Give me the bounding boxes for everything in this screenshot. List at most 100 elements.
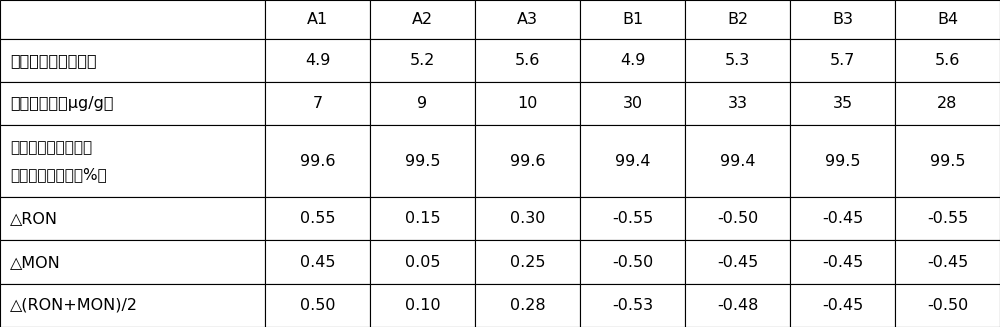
Bar [265, 125, 370, 197]
Text: 5.7: 5.7 [830, 53, 855, 68]
Bar [0, 125, 265, 197]
Bar [0, 0, 265, 39]
Text: 0.15: 0.15 [405, 211, 440, 226]
Bar [685, 82, 790, 125]
Bar [0, 197, 265, 240]
Text: B3: B3 [832, 12, 853, 27]
Text: 0.50: 0.50 [300, 298, 335, 313]
Bar [0, 82, 265, 125]
Text: -0.50: -0.50 [717, 211, 758, 226]
Text: 0.25: 0.25 [510, 255, 545, 270]
Bar [475, 125, 580, 197]
Bar [685, 284, 790, 327]
Bar [580, 284, 685, 327]
Bar [370, 197, 475, 240]
Bar [790, 284, 895, 327]
Text: 9: 9 [417, 96, 428, 111]
Text: 10: 10 [517, 96, 538, 111]
Text: -0.45: -0.45 [822, 255, 863, 270]
Text: 产品汽油的收率（%）: 产品汽油的收率（%） [10, 167, 107, 182]
Text: 30: 30 [622, 96, 643, 111]
Bar [580, 197, 685, 240]
Bar [475, 0, 580, 39]
Text: 35: 35 [832, 96, 853, 111]
Bar [370, 240, 475, 284]
Text: -0.45: -0.45 [717, 255, 758, 270]
Bar [580, 39, 685, 82]
Text: 99.5: 99.5 [930, 154, 965, 169]
Bar [685, 125, 790, 197]
Bar [790, 39, 895, 82]
Bar [265, 197, 370, 240]
Text: 4.9: 4.9 [305, 53, 330, 68]
Bar [895, 197, 1000, 240]
Bar [895, 82, 1000, 125]
Text: A3: A3 [517, 12, 538, 27]
Bar [580, 125, 685, 197]
Text: 99.5: 99.5 [825, 154, 860, 169]
Bar [685, 39, 790, 82]
Bar [0, 284, 265, 327]
Text: △MON: △MON [10, 255, 61, 270]
Bar [370, 284, 475, 327]
Text: 5.6: 5.6 [515, 53, 540, 68]
Bar [475, 197, 580, 240]
Bar [475, 39, 580, 82]
Bar [580, 240, 685, 284]
Text: B2: B2 [727, 12, 748, 27]
Text: 0.10: 0.10 [405, 298, 440, 313]
Text: △(RON+MON)/2: △(RON+MON)/2 [10, 298, 138, 313]
Text: 33: 33 [727, 96, 747, 111]
Bar [580, 0, 685, 39]
Text: 5.6: 5.6 [935, 53, 960, 68]
Bar [790, 240, 895, 284]
Text: -0.50: -0.50 [927, 298, 968, 313]
Bar [265, 240, 370, 284]
Text: B4: B4 [937, 12, 958, 27]
Bar [790, 0, 895, 39]
Text: 99.4: 99.4 [720, 154, 755, 169]
Text: 5.2: 5.2 [410, 53, 435, 68]
Text: -0.45: -0.45 [822, 298, 863, 313]
Bar [475, 82, 580, 125]
Text: A1: A1 [307, 12, 328, 27]
Bar [475, 240, 580, 284]
Bar [265, 0, 370, 39]
Bar [0, 240, 265, 284]
Text: -0.53: -0.53 [612, 298, 653, 313]
Bar [265, 284, 370, 327]
Text: 5.3: 5.3 [725, 53, 750, 68]
Bar [0, 39, 265, 82]
Bar [685, 240, 790, 284]
Bar [370, 82, 475, 125]
Text: -0.55: -0.55 [927, 211, 968, 226]
Bar [370, 0, 475, 39]
Text: 0.30: 0.30 [510, 211, 545, 226]
Text: 7: 7 [312, 96, 323, 111]
Text: -0.50: -0.50 [612, 255, 653, 270]
Bar [265, 82, 370, 125]
Bar [370, 125, 475, 197]
Bar [895, 39, 1000, 82]
Text: 0.45: 0.45 [300, 255, 335, 270]
Text: A2: A2 [412, 12, 433, 27]
Text: 99.5: 99.5 [405, 154, 440, 169]
Text: 99.6: 99.6 [510, 154, 545, 169]
Text: 0.55: 0.55 [300, 211, 335, 226]
Bar [370, 39, 475, 82]
Bar [895, 240, 1000, 284]
Bar [265, 39, 370, 82]
Text: 脱硫廂化剂稳定后的: 脱硫廂化剂稳定后的 [10, 140, 92, 155]
Text: -0.45: -0.45 [927, 255, 968, 270]
Text: 产品硫含量（μg/g）: 产品硫含量（μg/g） [10, 96, 114, 111]
Bar [895, 0, 1000, 39]
Text: -0.48: -0.48 [717, 298, 758, 313]
Text: -0.55: -0.55 [612, 211, 653, 226]
Text: 0.28: 0.28 [510, 298, 545, 313]
Bar [475, 284, 580, 327]
Text: 0.05: 0.05 [405, 255, 440, 270]
Bar [790, 125, 895, 197]
Bar [895, 284, 1000, 327]
Text: 28: 28 [937, 96, 958, 111]
Text: 99.4: 99.4 [615, 154, 650, 169]
